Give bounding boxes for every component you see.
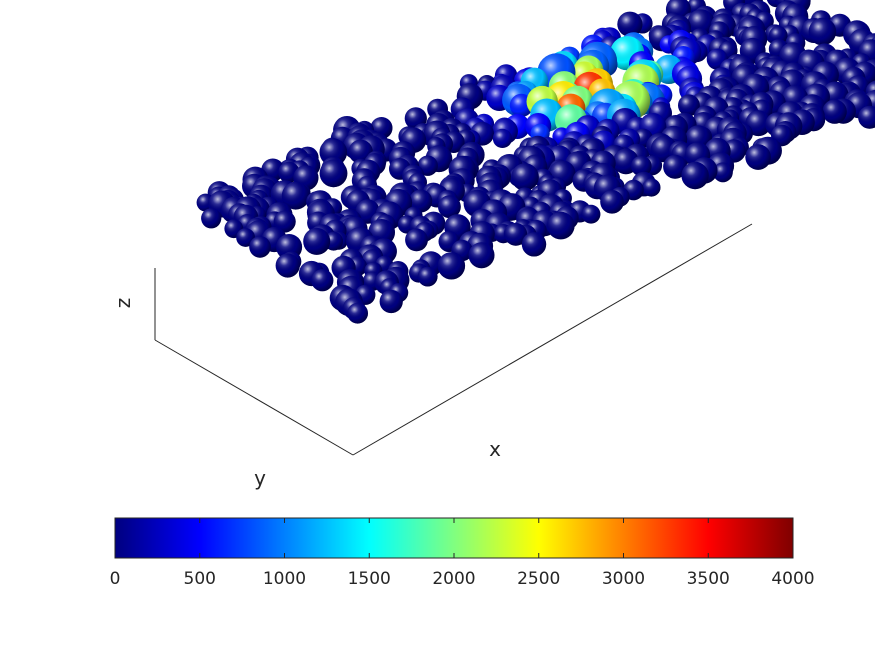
particle-shading (822, 99, 847, 124)
particle-shading (437, 252, 466, 280)
particle-shading (409, 189, 433, 213)
particle-shading (808, 17, 837, 46)
particle-shading (311, 269, 334, 292)
y-axis-label: y (254, 466, 266, 490)
particle-shading (275, 253, 300, 278)
particle-shading (858, 105, 875, 129)
particle-shading (581, 204, 601, 224)
particle-shading (281, 181, 310, 210)
particle-shading (600, 190, 624, 214)
colorbar-tick-label: 500 (184, 569, 216, 589)
colorbar-tick-label: 2500 (517, 569, 560, 589)
particle-shading (319, 159, 348, 188)
particle-shading (492, 128, 512, 148)
x-axis-label: x (489, 437, 501, 461)
particle-shading (521, 232, 547, 257)
particle-shading (201, 208, 222, 229)
colorbar-tick-label: 3000 (602, 569, 645, 589)
particle-shading (642, 178, 661, 197)
particle-shading (405, 228, 428, 252)
particle-shading (745, 144, 771, 170)
particle-shading (303, 227, 331, 255)
colorbar-tick-label: 3500 (687, 569, 730, 589)
particle-shading (511, 163, 539, 191)
x-axis-line (352, 223, 753, 456)
particle-shading (681, 161, 709, 190)
particle-shading (249, 236, 271, 258)
particle-shading (438, 195, 461, 219)
particle-shading (663, 154, 688, 179)
axes-box (154, 223, 753, 456)
colorbar-tick-label: 1000 (263, 569, 306, 589)
colorbar-ticks: 0 500 1000 1500 2000 2500 3000 3500 4000 (110, 518, 815, 589)
y-axis-line (154, 339, 354, 456)
colorbar-tick-label: 0 (110, 569, 121, 589)
particle-shading (468, 242, 495, 269)
particle-shading (347, 302, 368, 324)
colorbar-tick-label: 1500 (348, 569, 391, 589)
colorbar-tick-label: 2000 (432, 569, 475, 589)
particle-shading (379, 289, 403, 314)
colorbar: 0 500 1000 1500 2000 2500 3000 3500 4000 (110, 517, 815, 589)
particle-shading (273, 210, 296, 233)
particle-shading (417, 266, 438, 287)
particle-shading (504, 222, 528, 246)
particle-shading (617, 11, 643, 37)
particle-shading (678, 94, 700, 117)
colorbar-tick-label: 4000 (771, 569, 814, 589)
particle-shading (547, 211, 575, 240)
particle-cloud (196, 0, 875, 324)
particle-shading (687, 9, 715, 37)
colorbar-fill (115, 518, 793, 558)
particle-shading (631, 155, 652, 177)
z-axis-label: z (111, 298, 135, 309)
particle-shading (713, 162, 733, 183)
